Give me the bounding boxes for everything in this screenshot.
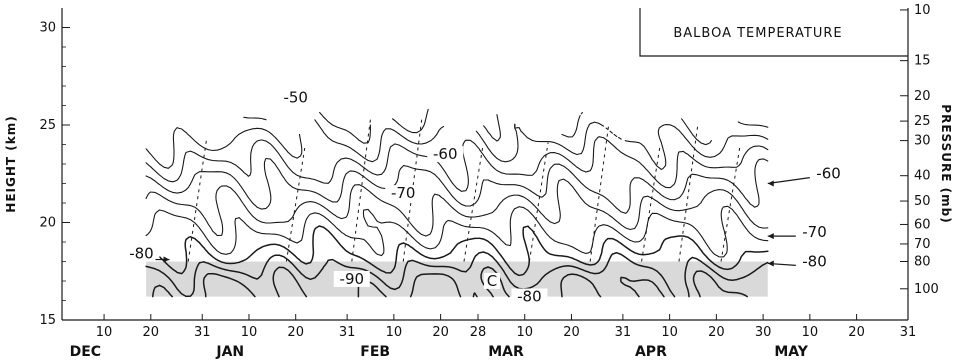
month-label: FEB [360,344,390,360]
date-tick-label: 31 [194,325,211,340]
date-tick-label: 10 [802,325,819,340]
label-arrowhead [767,233,774,240]
trough-dashed-line [528,142,549,262]
trough-dashed-line [589,123,610,262]
date-tick-label: 20 [287,325,304,340]
pressure-tick-label: 15 [914,54,931,69]
date-tick-label: 20 [708,325,725,340]
contour-label: -60 [433,145,458,163]
height-tick-label: 25 [39,118,56,133]
height-tick-label: 30 [39,21,56,36]
date-tick-label: 31 [339,325,356,340]
trough-dashed-line [351,118,371,262]
contour-label: -50 [283,89,308,107]
date-tick-label: 10 [516,325,533,340]
pressure-tick-label: 30 [914,134,931,149]
contour-label-background [385,185,422,202]
pressure-tick-label: 80 [914,255,931,270]
label-arrowhead [163,256,170,263]
pressure-tick-label: 60 [914,217,931,232]
month-label: MAR [488,344,524,360]
date-tick-label: 10 [241,325,258,340]
date-tick-label: 20 [848,325,865,340]
date-tick-label: 31 [900,325,917,340]
pressure-tick-label: 70 [914,237,931,252]
contour-label: -60 [816,165,841,183]
date-tick-label: 10 [96,325,113,340]
contour-label-background [484,272,501,289]
date-tick-label: 28 [470,325,487,340]
trough-dashed-line [285,146,306,262]
isotherm-line [145,251,769,298]
trough-dashed-line [463,147,484,262]
contour-label: C [487,272,497,290]
contour-label-background [511,288,548,305]
date-tick-label: 20 [563,325,580,340]
isotherm-line [145,205,769,258]
contour-label-background [333,270,370,287]
trough-dashed-line [678,125,699,262]
isotherm-line [243,108,769,146]
shaded-region [146,261,768,297]
isotherm-contours [145,108,769,298]
label-arrowhead [767,180,774,187]
date-tick-label: 20 [432,325,449,340]
height-tick-label: 15 [39,313,56,328]
trough-dashed-line [720,147,741,262]
date-tick-label: 30 [755,325,772,340]
cold-region-shading [146,261,768,297]
contour-label: -80 [802,252,827,270]
label-arrowhead [767,260,774,267]
contour-label-background [427,146,464,163]
date-tick-label: 10 [386,325,403,340]
date-tick-label: 10 [661,325,678,340]
month-label: JAN [215,344,244,360]
contour-label-background [810,165,847,182]
pressure-tick-label: 10 [914,3,931,18]
pressure-tick-label: 100 [914,282,939,297]
contour-label: -70 [802,223,827,241]
pressure-tick-label: 40 [914,169,931,184]
trough-dashed-line [641,144,661,262]
isotherm-line [145,136,769,192]
axes: 15 20 25 30 10 15 20 25 30 40 50 60 70 80 100 10 20 31 10 2… [4,3,953,360]
date-tick-label: 31 [615,325,632,340]
y-axis-title-right: PRESSURE (mb) [939,104,953,223]
contour-label: -90 [340,270,365,288]
chart-title: BALBOA TEMPERATURE [673,26,842,41]
contour-label-background [277,89,314,106]
isotherm-line [145,119,769,170]
contour-label-background [123,245,160,262]
date-tick-label: 20 [143,325,160,340]
month-label: APR [635,344,667,360]
title-box: BALBOA TEMPERATURE [639,8,908,57]
pressure-tick-label: 25 [914,114,931,129]
label-arrow [767,177,810,185]
trough-dashed-line [187,136,208,262]
y-axis-title-left: HEIGHT (km) [4,115,18,212]
pressure-tick-label: 50 [914,194,931,209]
isotherm-line [145,178,769,237]
contour-label: -80 [129,245,154,263]
month-label: MAY [774,344,808,360]
contour-label-background [796,253,833,270]
month-label: DEC [70,344,101,360]
title-box-frame [639,8,908,57]
isotherm-line [145,157,769,214]
contour-label: -70 [391,184,416,202]
contour-label-background [796,224,833,241]
height-tick-label: 20 [39,216,56,231]
contour-labels: -50 -60 -70 -80 -90 C -80 -60 -70 -80 [123,89,847,306]
pressure-tick-label: 20 [914,89,931,104]
contour-label: -80 [517,288,542,306]
